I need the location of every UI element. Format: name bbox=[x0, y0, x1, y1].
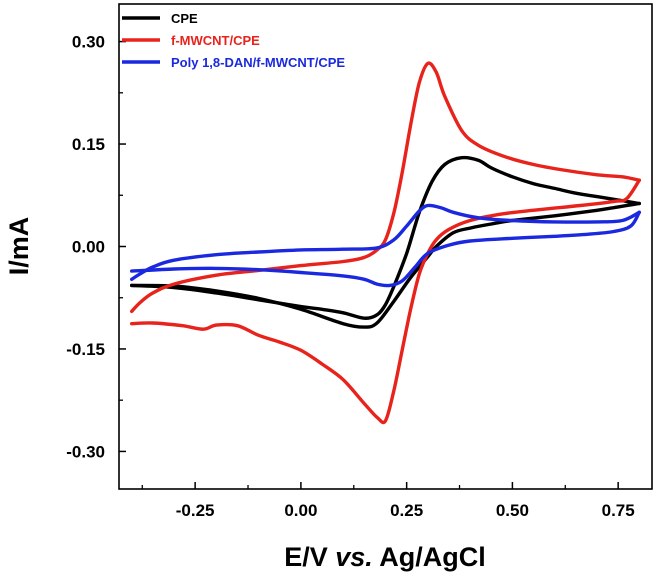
x-tick-label: -0.25 bbox=[176, 501, 215, 520]
x-tick-label: 0.00 bbox=[284, 501, 317, 520]
legend-label-3: Poly 1,8-DAN/f-MWCNT/CPE bbox=[171, 55, 345, 70]
y-tick-label: 0.30 bbox=[72, 33, 105, 52]
y-tick-label: -0.15 bbox=[66, 340, 105, 359]
legend-label-1: CPE bbox=[171, 11, 198, 26]
y-axis-ticks: 0.30 0.15 0.00 -0.15 -0.30 bbox=[66, 33, 126, 461]
series-2-forward-scan-line bbox=[130, 61, 641, 314]
x-axis-title-italic: vs. bbox=[335, 542, 373, 572]
y-axis-title: I/mA bbox=[4, 217, 34, 276]
legend: CPE f-MWCNT/CPE Poly 1,8-DAN/f-MWCNT/CPE bbox=[122, 11, 345, 70]
x-tick-label: 0.25 bbox=[390, 501, 423, 520]
x-axis-title: E/V vs. Ag/AgCl bbox=[284, 542, 486, 572]
y-tick-label: -0.30 bbox=[66, 442, 105, 461]
series-3-reverse-scan-line bbox=[130, 210, 641, 288]
x-tick-label: 0.50 bbox=[496, 501, 529, 520]
x-tick-label: 0.75 bbox=[602, 501, 635, 520]
series-3-forward-scan-line bbox=[130, 203, 641, 281]
x-axis-ticks: -0.25 0.00 0.25 0.50 0.75 bbox=[141, 482, 635, 520]
legend-label-2: f-MWCNT/CPE bbox=[171, 33, 260, 48]
y-tick-label: 0.00 bbox=[72, 238, 105, 257]
series-1-reverse-scan-line bbox=[130, 201, 641, 329]
series-2-reverse-scan-line bbox=[130, 178, 641, 425]
x-axis-title-main: E/V bbox=[284, 542, 335, 572]
y-tick-label: 0.15 bbox=[72, 135, 105, 154]
x-axis-title-tail: Ag/AgCl bbox=[373, 542, 486, 572]
curves-layer bbox=[130, 61, 641, 425]
